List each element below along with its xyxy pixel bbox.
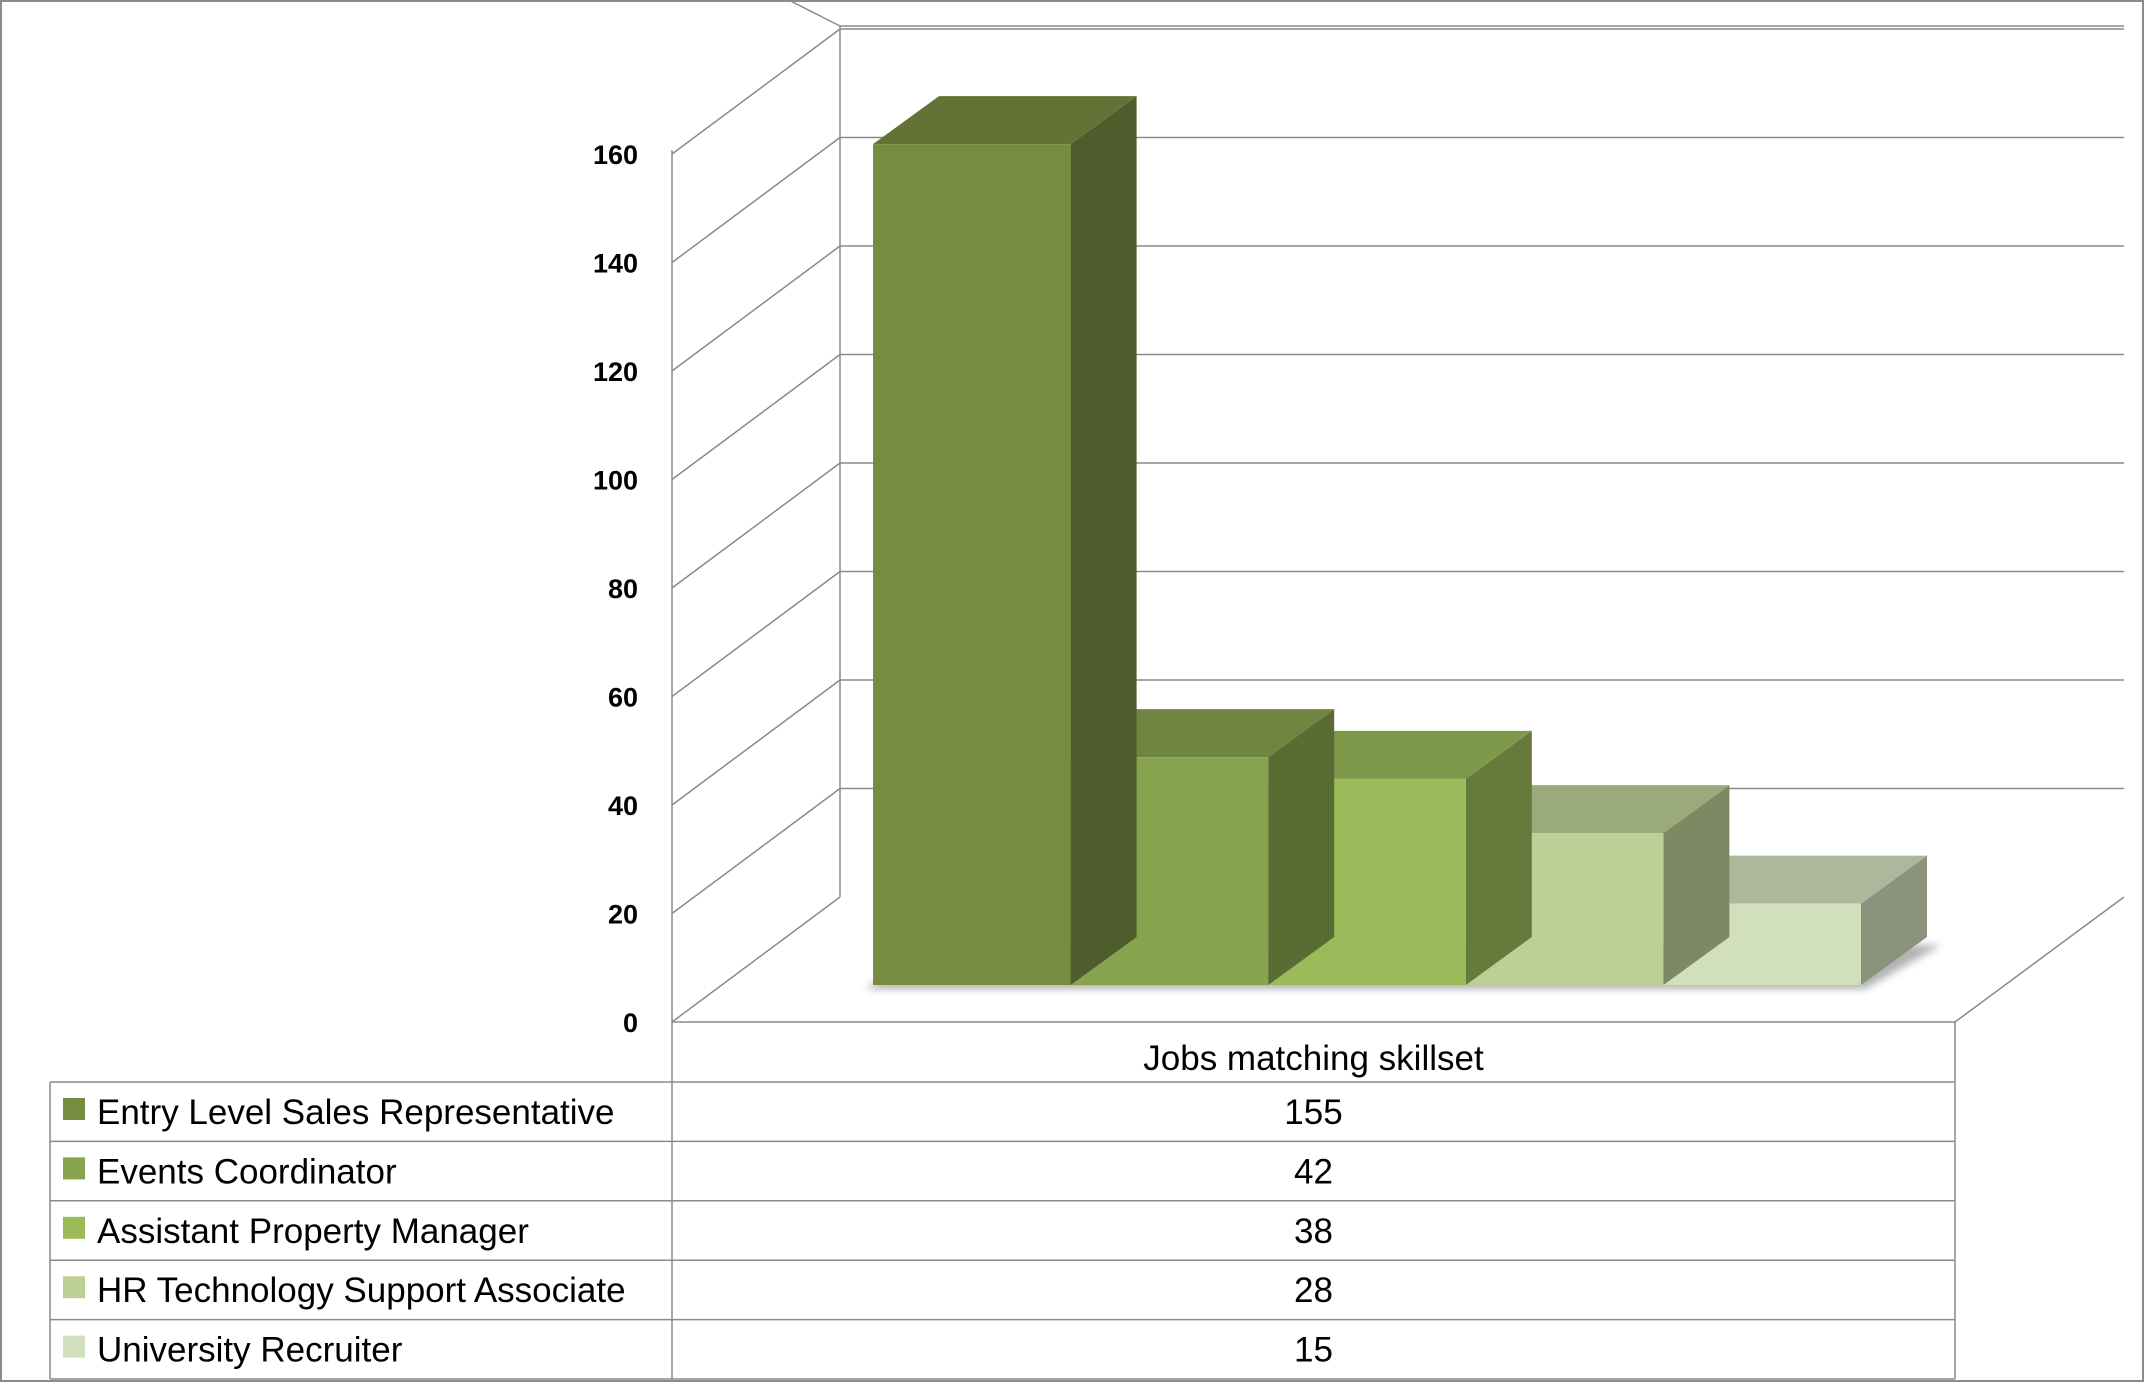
legend-swatch [63,1335,85,1358]
series-name-label: HR Technology Support Associate [97,1271,626,1310]
bar-side-4 [1663,785,1730,985]
table-row: Assistant Property Manager 38 [63,1212,1333,1251]
legend-swatch [63,1216,85,1239]
bar-1 [873,144,1071,985]
y-tick-label: 40 [608,791,638,821]
gridline-wall-0 [671,896,841,1023]
series-name-label: Assistant Property Manager [97,1212,529,1251]
y-tick-label: 80 [608,574,638,604]
bar-top-1 [873,96,1137,145]
data-value-label: 15 [1294,1331,1333,1370]
y-tick-label: 120 [593,357,638,387]
wall-top-edge [786,0,841,27]
data-value-label: 42 [1294,1152,1333,1191]
table-row: HR Technology Support Associate 28 [63,1271,1333,1310]
data-value-label: 38 [1294,1212,1333,1251]
gridline-wall-20 [671,787,841,915]
bar-side-3 [1465,730,1532,985]
data-value-label: 28 [1294,1271,1333,1310]
y-tick-label: 100 [593,466,638,496]
legend-swatch [63,1098,85,1120]
y-tick-label: 0 [623,1008,638,1038]
data-value-label: 155 [1284,1093,1342,1132]
bar-side-5 [1861,855,1927,985]
gridline-wall-40 [671,679,841,806]
gridline-wall-160 [671,28,841,155]
gridline-wall-120 [671,245,841,372]
table-row: Events Coordinator 42 [63,1152,1333,1191]
y-tick-label: 140 [593,249,638,279]
gridline-wall-60 [671,570,841,698]
gridline-wall-80 [671,462,841,589]
series-name-label: University Recruiter [97,1331,403,1370]
legend-swatch [63,1276,85,1299]
gridline-wall-100 [671,353,841,481]
series-name-label: Entry Level Sales Representative [97,1093,615,1132]
y-tick-label: 160 [593,140,638,170]
bar-side-2 [1268,709,1335,985]
y-tick-label: 60 [608,683,638,713]
y-tick-label: 20 [608,900,638,930]
table-row: University Recruiter 15 [63,1331,1333,1370]
table-row: Entry Level Sales Representative 155 [63,1093,1343,1132]
bar-side-1 [1070,96,1137,985]
series-name-label: Events Coordinator [97,1152,397,1191]
legend-swatch [63,1157,85,1180]
category-label: Jobs matching skillset [1143,1039,1484,1078]
gridline-wall-140 [671,136,841,264]
